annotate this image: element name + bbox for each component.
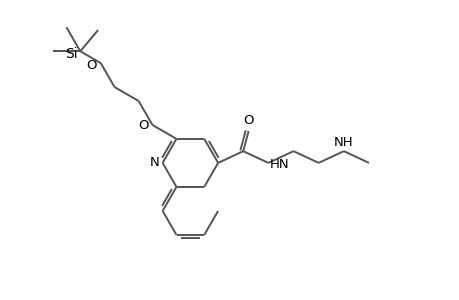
Text: Si: Si bbox=[65, 47, 77, 61]
Text: NH: NH bbox=[333, 136, 353, 149]
Text: O: O bbox=[243, 114, 253, 127]
Text: O: O bbox=[86, 58, 96, 71]
Text: N: N bbox=[150, 156, 159, 170]
Text: O: O bbox=[138, 119, 148, 133]
Text: HN: HN bbox=[269, 158, 288, 171]
